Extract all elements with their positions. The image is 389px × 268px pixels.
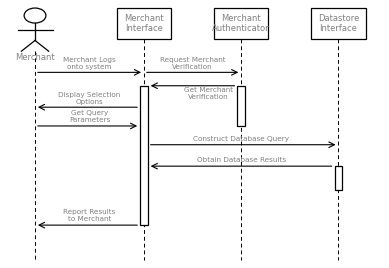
Text: Merchant Logs
onto system: Merchant Logs onto system xyxy=(63,57,116,70)
Text: Merchant
Interface: Merchant Interface xyxy=(124,14,164,33)
Text: Report Results
to Merchant: Report Results to Merchant xyxy=(63,209,116,222)
Text: Merchant: Merchant xyxy=(15,53,55,62)
Text: Datastore
Interface: Datastore Interface xyxy=(318,14,359,33)
Text: Merchant
Authenticator: Merchant Authenticator xyxy=(212,14,270,33)
Bar xyxy=(335,166,342,190)
Text: Construct Database Query: Construct Database Query xyxy=(193,136,289,142)
Bar xyxy=(140,86,148,225)
Bar xyxy=(117,8,171,39)
Text: Obtain Database Results: Obtain Database Results xyxy=(196,158,286,163)
Bar xyxy=(214,8,268,39)
Text: Display Selection
Options: Display Selection Options xyxy=(58,91,121,105)
Text: Request Merchant
Verification: Request Merchant Verification xyxy=(160,57,225,70)
Text: Get Merchant
Verification: Get Merchant Verification xyxy=(184,87,233,100)
Text: Get Query
Parameters: Get Query Parameters xyxy=(69,110,110,123)
Bar xyxy=(311,8,366,39)
Bar xyxy=(237,86,245,126)
